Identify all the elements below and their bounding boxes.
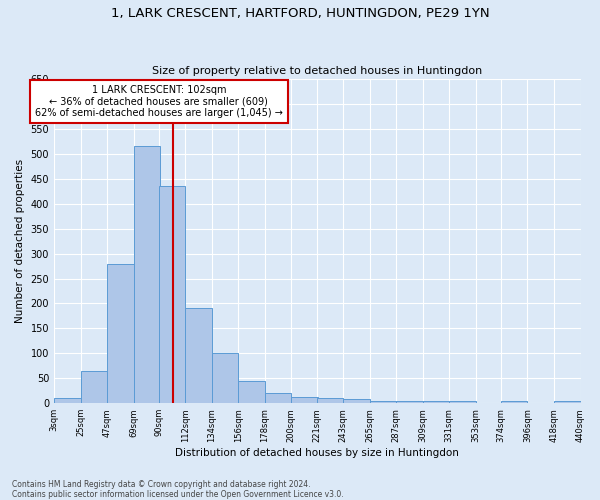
Bar (134, 146, 160, 403)
Bar (159, 186, 185, 403)
Bar (54, 398, 80, 403)
Bar (185, 308, 212, 403)
Bar (238, 381, 265, 403)
Bar (265, 393, 292, 403)
Bar (292, 397, 318, 403)
Bar (317, 398, 343, 403)
Bar (396, 401, 422, 403)
X-axis label: Distribution of detached houses by size in Huntingdon: Distribution of detached houses by size … (175, 448, 459, 458)
Bar (80, 371, 107, 403)
Bar (422, 401, 449, 403)
Bar (554, 400, 581, 403)
Text: 1 LARK CRESCENT: 102sqm
← 36% of detached houses are smaller (609)
62% of semi-d: 1 LARK CRESCENT: 102sqm ← 36% of detache… (35, 85, 283, 118)
Bar (343, 399, 370, 403)
Bar (501, 401, 527, 403)
Bar (107, 264, 134, 403)
Bar (370, 400, 396, 403)
Title: Size of property relative to detached houses in Huntingdon: Size of property relative to detached ho… (152, 66, 482, 76)
Text: 1, LARK CRESCENT, HARTFORD, HUNTINGDON, PE29 1YN: 1, LARK CRESCENT, HARTFORD, HUNTINGDON, … (110, 8, 490, 20)
Bar (212, 354, 238, 403)
Y-axis label: Number of detached properties: Number of detached properties (15, 159, 25, 323)
Bar (449, 401, 476, 403)
Text: Contains HM Land Registry data © Crown copyright and database right 2024.
Contai: Contains HM Land Registry data © Crown c… (12, 480, 344, 499)
